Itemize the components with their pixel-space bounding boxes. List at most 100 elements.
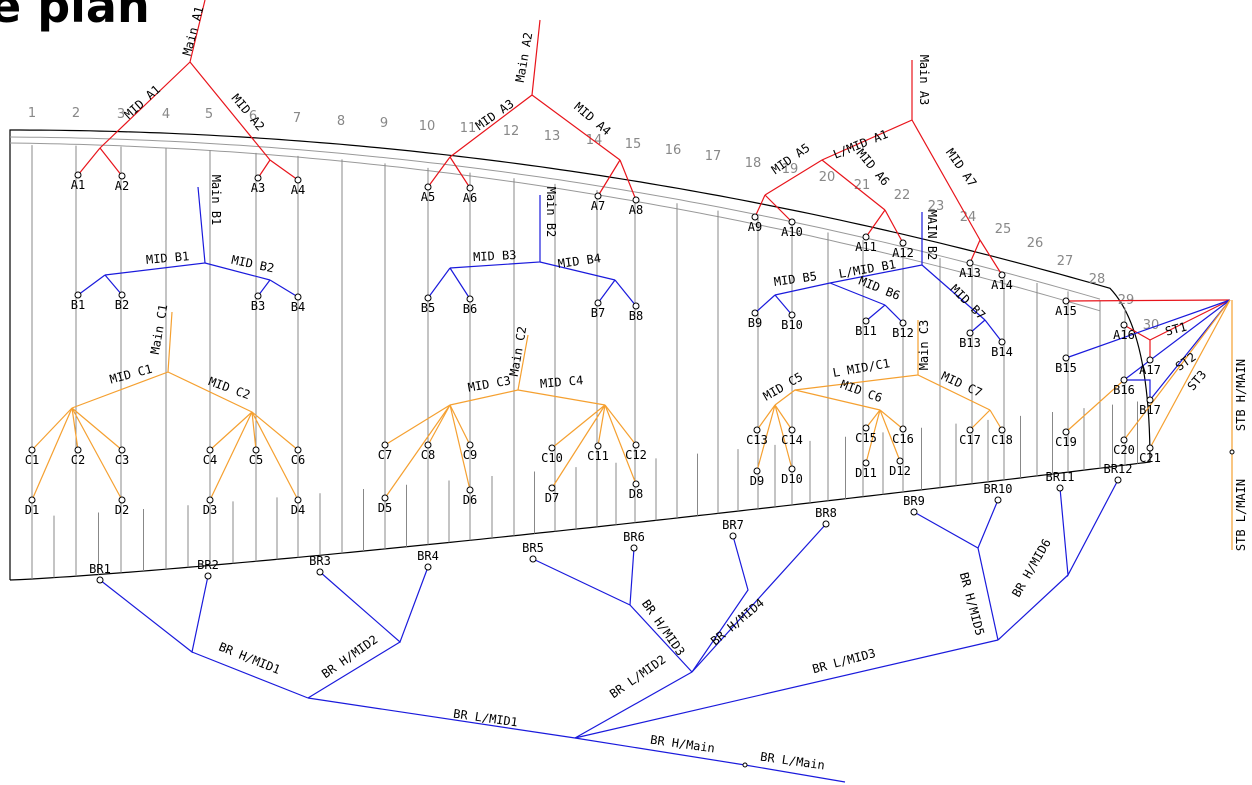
branch-label: STB H/MAIN — [1234, 359, 1248, 431]
pipe — [427, 267, 451, 299]
pipe — [449, 404, 471, 446]
branch-label: BR H/MID6 — [1009, 536, 1054, 599]
node — [966, 329, 974, 337]
pipe — [911, 119, 981, 241]
node-label: C1 — [25, 453, 39, 467]
node-label: C21 — [1139, 451, 1161, 465]
pipe — [969, 409, 991, 431]
node — [899, 319, 907, 327]
node — [96, 576, 104, 584]
pipe — [879, 409, 901, 462]
node-label: D9 — [750, 474, 764, 488]
pipe — [629, 604, 693, 673]
node-label: A2 — [115, 179, 129, 193]
node-label: A3 — [251, 181, 265, 195]
node — [118, 172, 126, 180]
branch-label: MID C2 — [207, 374, 253, 402]
node-label: C13 — [746, 433, 768, 447]
pipe — [104, 274, 123, 296]
pipe — [449, 156, 471, 189]
node-label: C10 — [541, 451, 563, 465]
junction — [1229, 449, 1235, 455]
branch-label: MID A7 — [943, 146, 979, 190]
node-label: C17 — [959, 433, 981, 447]
pipe — [251, 411, 299, 501]
node — [548, 484, 556, 492]
node-label: BR11 — [1046, 470, 1075, 484]
branch-label: Main B2 — [544, 187, 558, 238]
node-label: B7 — [591, 306, 605, 320]
node — [1146, 396, 1154, 404]
node-label: D8 — [629, 487, 643, 501]
node — [254, 174, 262, 182]
pipe — [754, 194, 766, 218]
node — [294, 446, 302, 454]
node-label: C11 — [587, 449, 609, 463]
frame-label: 3 — [117, 107, 125, 122]
pipe — [551, 404, 606, 449]
node-label: B15 — [1055, 361, 1077, 375]
frame-label: 26 — [1027, 236, 1044, 251]
frame-label: 28 — [1089, 272, 1106, 287]
node — [466, 486, 474, 494]
branch-label: Main C2 — [507, 325, 530, 377]
node — [204, 572, 212, 580]
frame-label: 9 — [380, 116, 388, 131]
node — [632, 480, 640, 488]
node — [294, 496, 302, 504]
pipe — [979, 239, 1003, 276]
hull — [9, 129, 1151, 581]
node — [424, 441, 432, 449]
node — [206, 446, 214, 454]
branch-label: MID A1 — [122, 82, 164, 121]
frame-label: 6 — [249, 109, 257, 124]
frame-label: 24 — [960, 210, 977, 225]
node-label: BR6 — [623, 530, 645, 544]
pipe — [917, 374, 991, 411]
pipe — [619, 159, 637, 201]
branch-label: MID B1 — [145, 249, 189, 267]
branch-label: MID C7 — [939, 369, 984, 400]
pipe — [774, 404, 793, 431]
node — [74, 291, 82, 299]
node-label: B2 — [115, 298, 129, 312]
pipe — [384, 404, 451, 446]
pipe — [251, 411, 299, 451]
pipe — [774, 320, 919, 406]
node — [1120, 321, 1128, 329]
pipe — [969, 239, 981, 264]
pipe — [427, 156, 451, 188]
pipe — [774, 294, 793, 316]
pipe — [865, 304, 886, 322]
pipe — [884, 209, 904, 244]
node-label: A8 — [629, 203, 643, 217]
pipe — [879, 409, 904, 430]
node-label: B12 — [892, 326, 914, 340]
pipe — [913, 499, 999, 549]
branch-label: Main A3 — [917, 55, 931, 106]
pipe — [71, 407, 79, 451]
pipe — [1059, 479, 1119, 578]
pipe — [77, 147, 101, 176]
node — [381, 494, 389, 502]
node — [594, 442, 602, 450]
branch-label: BR H/Main — [649, 733, 715, 756]
branch-label: BR H/MID3 — [639, 597, 688, 658]
node-label: A14 — [991, 278, 1013, 292]
node — [381, 441, 389, 449]
node — [966, 259, 974, 267]
frame-label: 7 — [293, 111, 301, 126]
node-label: C16 — [892, 432, 914, 446]
node — [424, 563, 432, 571]
pipe — [204, 262, 271, 281]
pipe — [764, 60, 913, 196]
frame-label: 27 — [1057, 254, 1074, 269]
node — [630, 544, 638, 552]
branch-label: MID C1 — [108, 362, 154, 387]
pipe — [99, 147, 123, 177]
node — [751, 309, 759, 317]
pipe — [977, 547, 999, 641]
node-label: BR12 — [1104, 462, 1133, 476]
node — [1114, 476, 1122, 484]
